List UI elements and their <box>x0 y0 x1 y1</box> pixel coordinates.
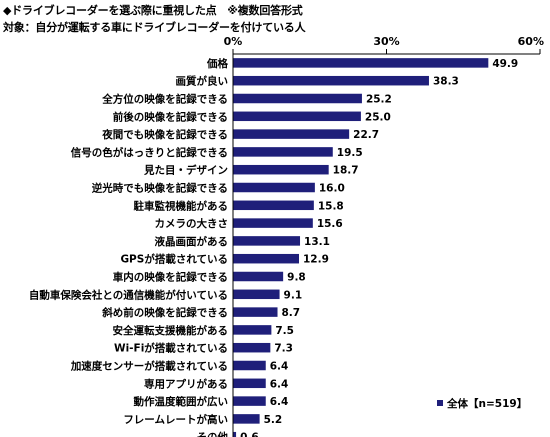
category-label: 価格 <box>206 57 228 70</box>
data-label: 6.4 <box>270 396 289 408</box>
category-label: 車内の映像を記録できる <box>113 271 228 284</box>
category-label: 加速度センサーが搭載されている <box>70 360 228 373</box>
legend-label: 全体【n=519】 <box>446 397 527 410</box>
data-label: 13.1 <box>304 236 330 248</box>
category-label: 前後の映像を記録できる <box>113 110 228 123</box>
bar <box>233 182 315 193</box>
data-label: 9.8 <box>287 272 306 284</box>
bar <box>233 218 313 228</box>
bar <box>233 164 329 175</box>
bar <box>233 129 350 139</box>
data-label: 7.5 <box>275 325 294 337</box>
category-label: 斜め前の映像を記録できる <box>101 306 228 319</box>
bar <box>233 271 284 282</box>
data-label: 49.9 <box>492 58 518 70</box>
bar <box>233 200 314 211</box>
bar <box>233 431 237 437</box>
bar <box>233 307 278 317</box>
category-label: GPSが搭載されている <box>120 253 228 266</box>
category-label: 夜間でも映像を記録できる <box>101 128 228 141</box>
data-label: 38.3 <box>433 76 459 88</box>
data-label: 25.0 <box>365 111 391 123</box>
bar <box>233 342 271 353</box>
data-label: 18.7 <box>333 165 359 177</box>
chart-subtitle: 対象：自分が運転する車にドライブレコーダーを付けている人 <box>3 21 306 34</box>
category-label: 安全運転支援機能がある <box>113 324 229 337</box>
bar <box>233 236 301 246</box>
data-label: 15.8 <box>318 200 344 212</box>
category-label: 駐車監視機能がある <box>134 199 229 212</box>
x-tick-label: 60% <box>518 35 544 48</box>
bar <box>233 93 362 104</box>
bar <box>233 58 489 68</box>
category-label: 液晶画面がある <box>155 235 229 248</box>
data-label: 7.3 <box>274 343 293 355</box>
data-label: 12.9 <box>303 254 329 266</box>
category-label: フレームレートが高い <box>123 413 228 426</box>
category-label: 全方位の映像を記録できる <box>101 93 228 106</box>
bar <box>233 414 260 424</box>
category-label: カメラの大きさ <box>155 217 229 230</box>
x-tick-label: 30% <box>373 35 399 48</box>
data-label: 8.7 <box>282 307 301 319</box>
category-label: 見た目・デザイン <box>143 164 228 177</box>
data-label: 25.2 <box>366 94 392 106</box>
chart-title: ◆ドライブレコーダーを選ぶ際に重視した点 ※複数回答形式 <box>3 4 303 17</box>
bar <box>233 289 280 300</box>
bar <box>233 75 429 86</box>
category-label: 逆光時でも映像を記録できる <box>92 182 228 195</box>
data-label: 5.2 <box>264 414 283 426</box>
bar <box>233 396 266 406</box>
category-label: 自動車保険会社との通信機能が付いている <box>29 288 228 301</box>
data-label: 6.4 <box>270 378 289 390</box>
category-label: 画質が良い <box>176 75 229 88</box>
category-label: Wi-Fiが搭載されている <box>114 342 228 355</box>
bar <box>233 111 361 122</box>
category-label: その他 <box>197 431 229 437</box>
category-label: 専用アプリがある <box>144 377 228 390</box>
bar <box>233 378 266 389</box>
data-label: 9.1 <box>284 289 303 301</box>
bar <box>233 325 272 335</box>
data-label: 0.6 <box>240 432 259 437</box>
bar <box>233 253 300 264</box>
data-label: 22.7 <box>353 129 379 141</box>
data-label: 15.6 <box>317 218 343 230</box>
data-label: 6.4 <box>270 361 289 373</box>
data-label: 19.5 <box>337 147 363 159</box>
x-tick-label: 0% <box>224 35 243 48</box>
data-label: 16.0 <box>319 183 345 195</box>
bar <box>233 147 333 157</box>
bar <box>233 360 266 371</box>
category-label: 動作温度範囲が広い <box>134 395 229 408</box>
category-label: 信号の色がはっきりと記録できる <box>71 146 228 159</box>
legend-swatch <box>437 400 443 406</box>
